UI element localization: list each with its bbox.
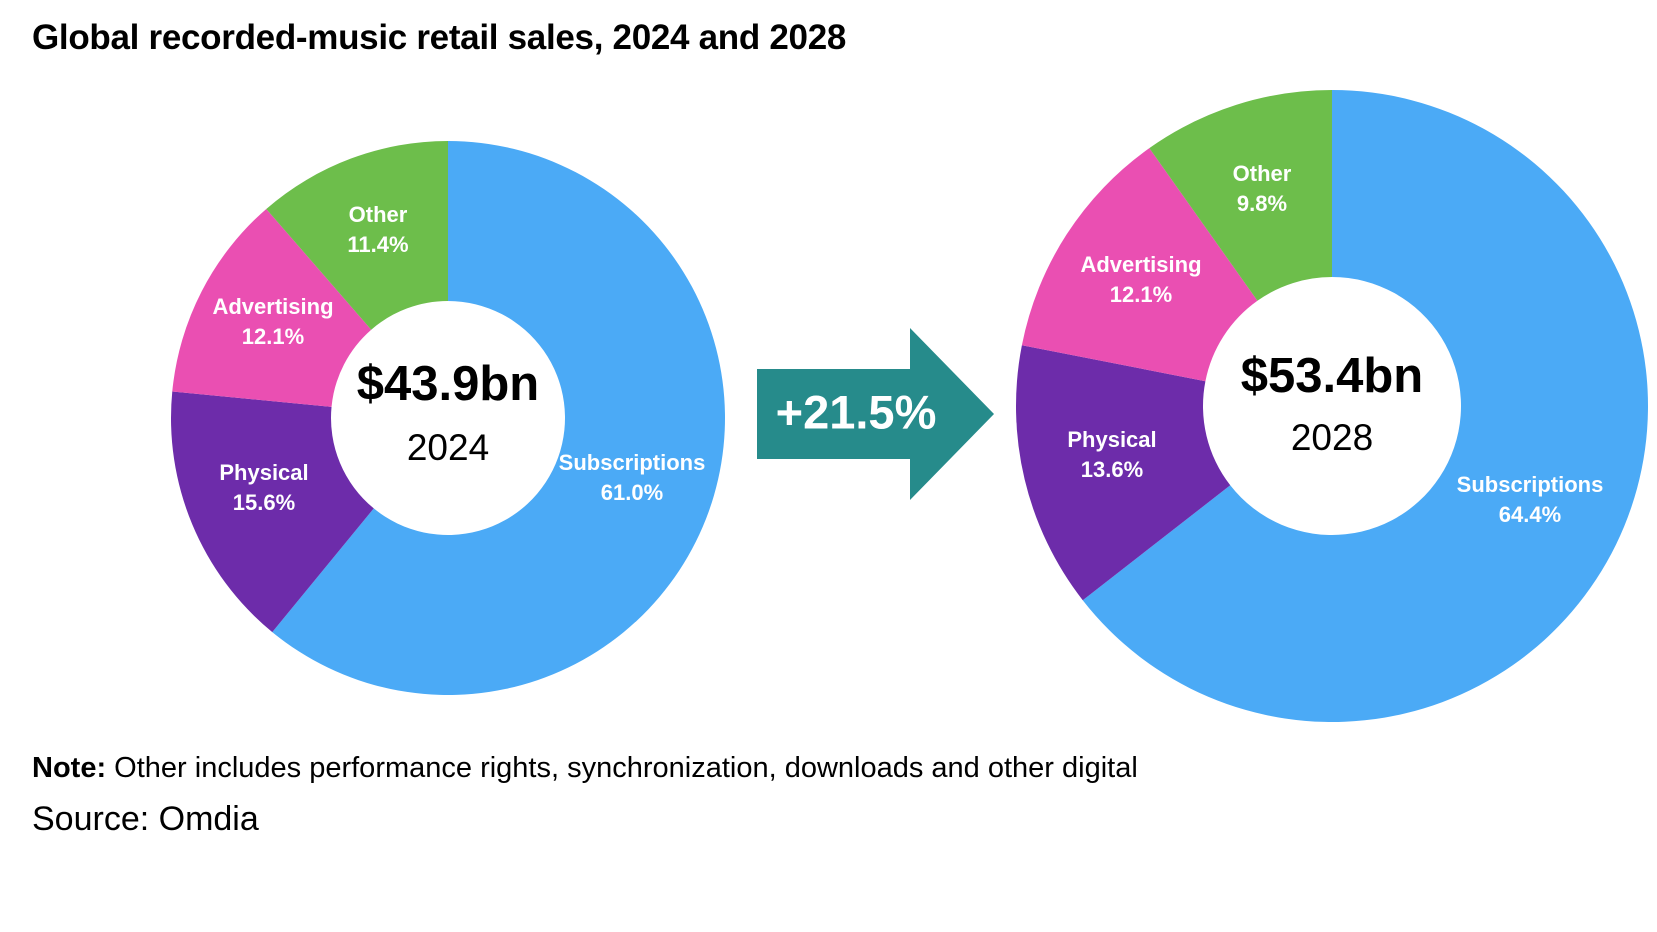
chart-title: Global recorded-music retail sales, 2024… (32, 18, 847, 57)
slice-label-other: Other (1233, 161, 1292, 186)
slice-value-advertising: 12.1% (242, 324, 304, 349)
slice-label-subscriptions: Subscriptions (559, 450, 706, 475)
slice-value-other: 9.8% (1237, 191, 1287, 216)
donut-chart-2024: Subscriptions 61.0% Physical 15.6% Advertisi… (170, 141, 725, 695)
slice-value-other: 11.4% (347, 232, 408, 257)
slice-advertising (172, 208, 372, 407)
source-label: Source: Omdia (32, 800, 259, 838)
slice-subscriptions (272, 141, 725, 695)
slice-value-subscriptions: 64.4% (1499, 502, 1561, 527)
growth-arrow: +21.5% (757, 328, 994, 500)
arrow-icon (757, 328, 994, 500)
slice-physical (170, 391, 374, 633)
slice-value-physical: 15.6% (233, 490, 295, 515)
slice-label-subscriptions: Subscriptions (1457, 472, 1604, 497)
slice-label-physical: Physical (1067, 427, 1156, 452)
slice-label-advertising: Advertising (1080, 252, 1201, 277)
note-text: Other includes performance rights, synch… (114, 752, 1138, 784)
slice-advertising (1021, 148, 1258, 382)
footnote: Note: Other includes performance rights,… (32, 752, 1138, 785)
slice-other (266, 141, 448, 330)
note-label: Note: (32, 752, 107, 784)
donut-chart-2028: Subscriptions 64.4% Physical 13.6% Advertisi… (1015, 90, 1648, 722)
slice-other (1149, 90, 1332, 301)
slice-subscriptions (1082, 90, 1648, 722)
slice-value-subscriptions: 61.0% (601, 480, 663, 505)
slice-physical (1015, 345, 1231, 601)
total-label: $43.9bn (357, 357, 539, 411)
slice-label-physical: Physical (219, 460, 308, 485)
slice-label-other: Other (349, 202, 408, 227)
total-label: $53.4bn (1241, 349, 1423, 403)
slice-value-advertising: 12.1% (1110, 282, 1172, 307)
year-label: 2024 (407, 427, 489, 468)
growth-label: +21.5% (776, 385, 937, 438)
slice-value-physical: 13.6% (1081, 457, 1143, 482)
year-label: 2028 (1291, 417, 1373, 458)
slice-label-advertising: Advertising (212, 294, 333, 319)
